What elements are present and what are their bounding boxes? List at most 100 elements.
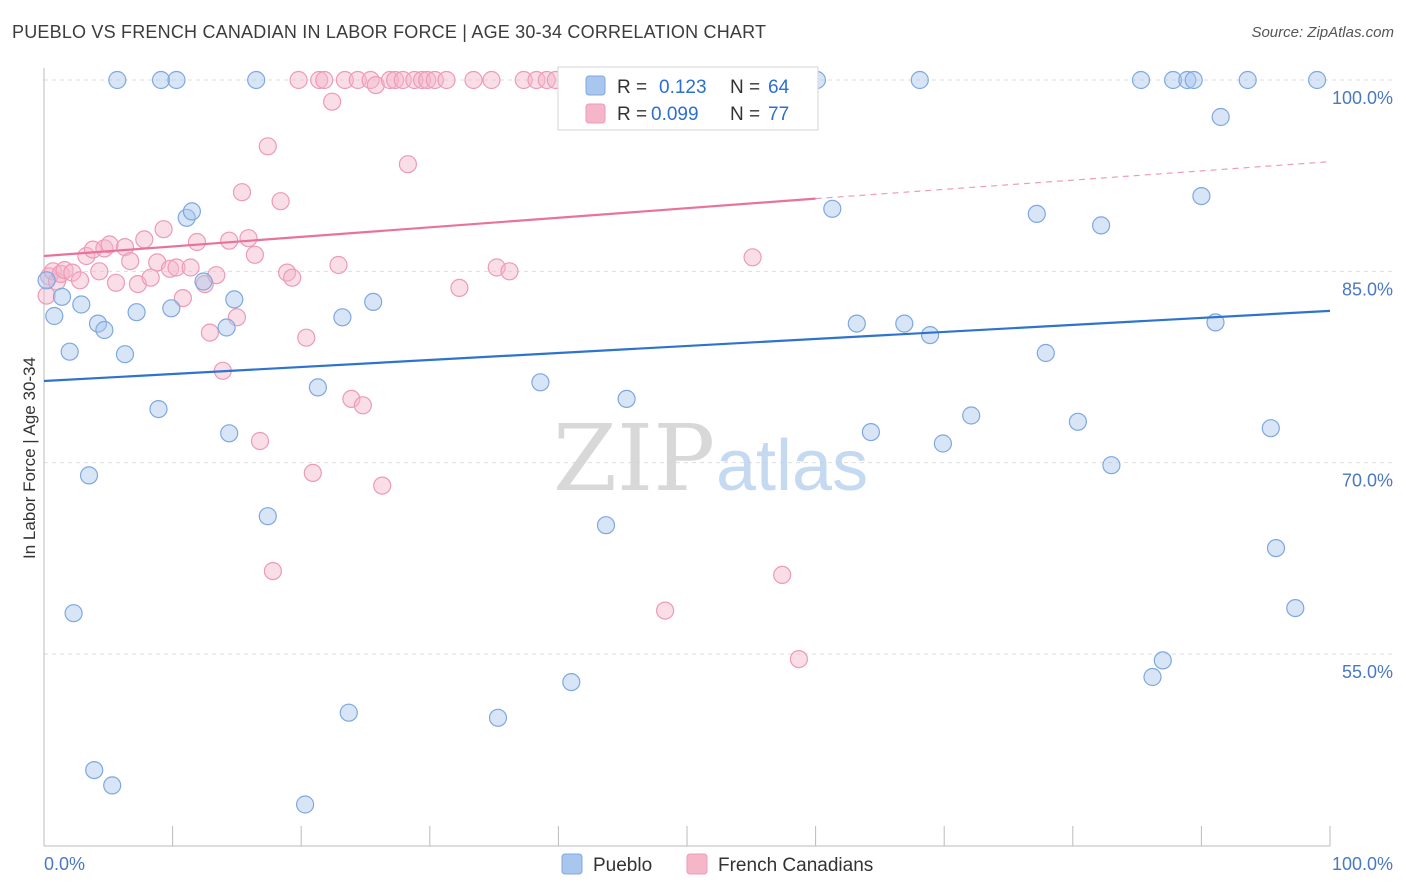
pueblo-point: [162, 299, 181, 318]
french-canadians-point: [310, 70, 329, 90]
french-canadians-point: [418, 70, 437, 90]
french-canadians-point: [121, 252, 140, 271]
pueblo-point: [1068, 412, 1088, 431]
pueblo-point: [1131, 70, 1151, 90]
pueblo-point: [217, 318, 236, 337]
french-canadians-point: [154, 220, 173, 239]
pueblo-point: [596, 516, 616, 535]
french-canadians-point: [160, 259, 180, 278]
pueblo-point: [531, 373, 550, 392]
french-canadians-point: [258, 137, 277, 156]
french-canadians-point: [655, 601, 675, 620]
french-canadians-point: [245, 245, 264, 264]
french-canadians-point: [63, 263, 82, 282]
pueblo-point: [933, 434, 953, 453]
legend-n-label-french: N =: [730, 104, 760, 125]
pueblo-point: [1184, 70, 1203, 90]
french-canadians-point: [250, 431, 270, 451]
pueblo-point: [488, 708, 508, 727]
french-canadians-point: [263, 561, 282, 581]
pueblo-trend-line: [43, 309, 1331, 383]
pueblo-point: [1261, 419, 1280, 438]
pueblo-point: [847, 314, 866, 333]
french-canadians-point: [380, 70, 399, 90]
pueblo-point: [1192, 187, 1211, 206]
french-canadians-point: [220, 231, 239, 250]
french-canadians-point: [200, 323, 219, 342]
y-tick-label: 55.0%: [1342, 662, 1393, 682]
source-credit: Source: ZipAtlas.com: [1251, 24, 1394, 41]
x-tick-max: 100.0%: [1332, 854, 1393, 874]
french-canadians-point: [323, 92, 342, 111]
pueblo-point: [115, 345, 135, 364]
pueblo-point: [149, 400, 168, 419]
y-tick-label: 85.0%: [1342, 279, 1393, 299]
pueblo-point: [339, 703, 358, 722]
french-canadians-point: [789, 649, 809, 669]
pueblo-point: [37, 271, 56, 290]
chart-title: PUEBLO VS FRENCH CANADIAN IN LABOR FORCE…: [12, 22, 767, 42]
french-canadians-point: [141, 268, 160, 287]
pueblo-point: [1091, 216, 1111, 235]
french-canadians-point: [353, 396, 372, 415]
french-canadians-trend-line: [43, 197, 816, 258]
french-canadians-point: [527, 70, 546, 90]
french-canadians-point: [135, 230, 154, 249]
pueblo-point: [1286, 598, 1305, 618]
pueblo-point: [64, 604, 83, 623]
french-canadians-point: [37, 286, 56, 305]
y-tick-labels: 55.0% 70.0% 85.0% 100.0%: [1332, 88, 1393, 682]
french-canadians-trend-extension: [815, 161, 1331, 200]
pueblo-point: [79, 466, 99, 485]
french-canadians-point: [232, 183, 252, 202]
bottom-legend-swatch-pueblo: [561, 853, 583, 875]
legend-swatch-pueblo: [585, 75, 606, 96]
pueblo-point: [920, 326, 940, 345]
pueblo-point: [103, 776, 122, 795]
pueblo-point: [861, 423, 881, 442]
pueblo-point: [823, 199, 842, 218]
french-canadians-point: [482, 70, 501, 90]
french-canadians-point: [167, 258, 186, 277]
pueblo-point: [1027, 204, 1046, 223]
french-canadians-point: [413, 70, 432, 90]
french-canadians-point: [315, 70, 334, 90]
pueblo-point: [127, 303, 146, 322]
pueblo-point: [85, 760, 104, 780]
french-canadians-point: [342, 389, 361, 408]
french-canadians-point: [90, 262, 109, 281]
french-canadians-point: [743, 248, 762, 267]
french-canadians-point: [173, 289, 192, 308]
french-canadians-point: [450, 278, 469, 297]
legend-r-value-french: 0.099: [651, 104, 699, 125]
grid-lines: [44, 79, 1392, 655]
trend-lines: [43, 161, 1331, 383]
y-tick-label: 70.0%: [1342, 471, 1393, 491]
french-canadians-point: [303, 463, 322, 482]
pueblo-point: [1266, 538, 1286, 558]
french-canadians-point: [106, 273, 126, 292]
legend-r-value-pueblo: 0.123: [659, 77, 707, 98]
pueblo-point: [1163, 70, 1183, 90]
pueblo-point: [247, 70, 266, 90]
french-canadians-point: [464, 70, 483, 90]
pueblo-point: [962, 406, 981, 425]
french-canadians-point: [271, 192, 290, 211]
french-canadians-point: [773, 565, 792, 585]
french-canadians-point: [366, 75, 385, 95]
pueblo-point: [308, 378, 327, 397]
watermark-zip: ZIP: [553, 405, 715, 512]
french-canadians-point: [283, 268, 302, 287]
pueblo-point: [220, 424, 239, 443]
legend-n-value-pueblo: 64: [768, 77, 790, 98]
pueblo-point: [895, 314, 914, 333]
pueblo-point: [52, 287, 72, 306]
pueblo-point: [1238, 70, 1257, 90]
pueblo-point: [1178, 70, 1197, 90]
pueblo-point: [1102, 456, 1121, 475]
french-canadians-point: [239, 229, 258, 248]
french-canadians-point: [348, 70, 367, 90]
pueblo-point: [910, 70, 929, 90]
pueblo-point: [333, 308, 352, 327]
